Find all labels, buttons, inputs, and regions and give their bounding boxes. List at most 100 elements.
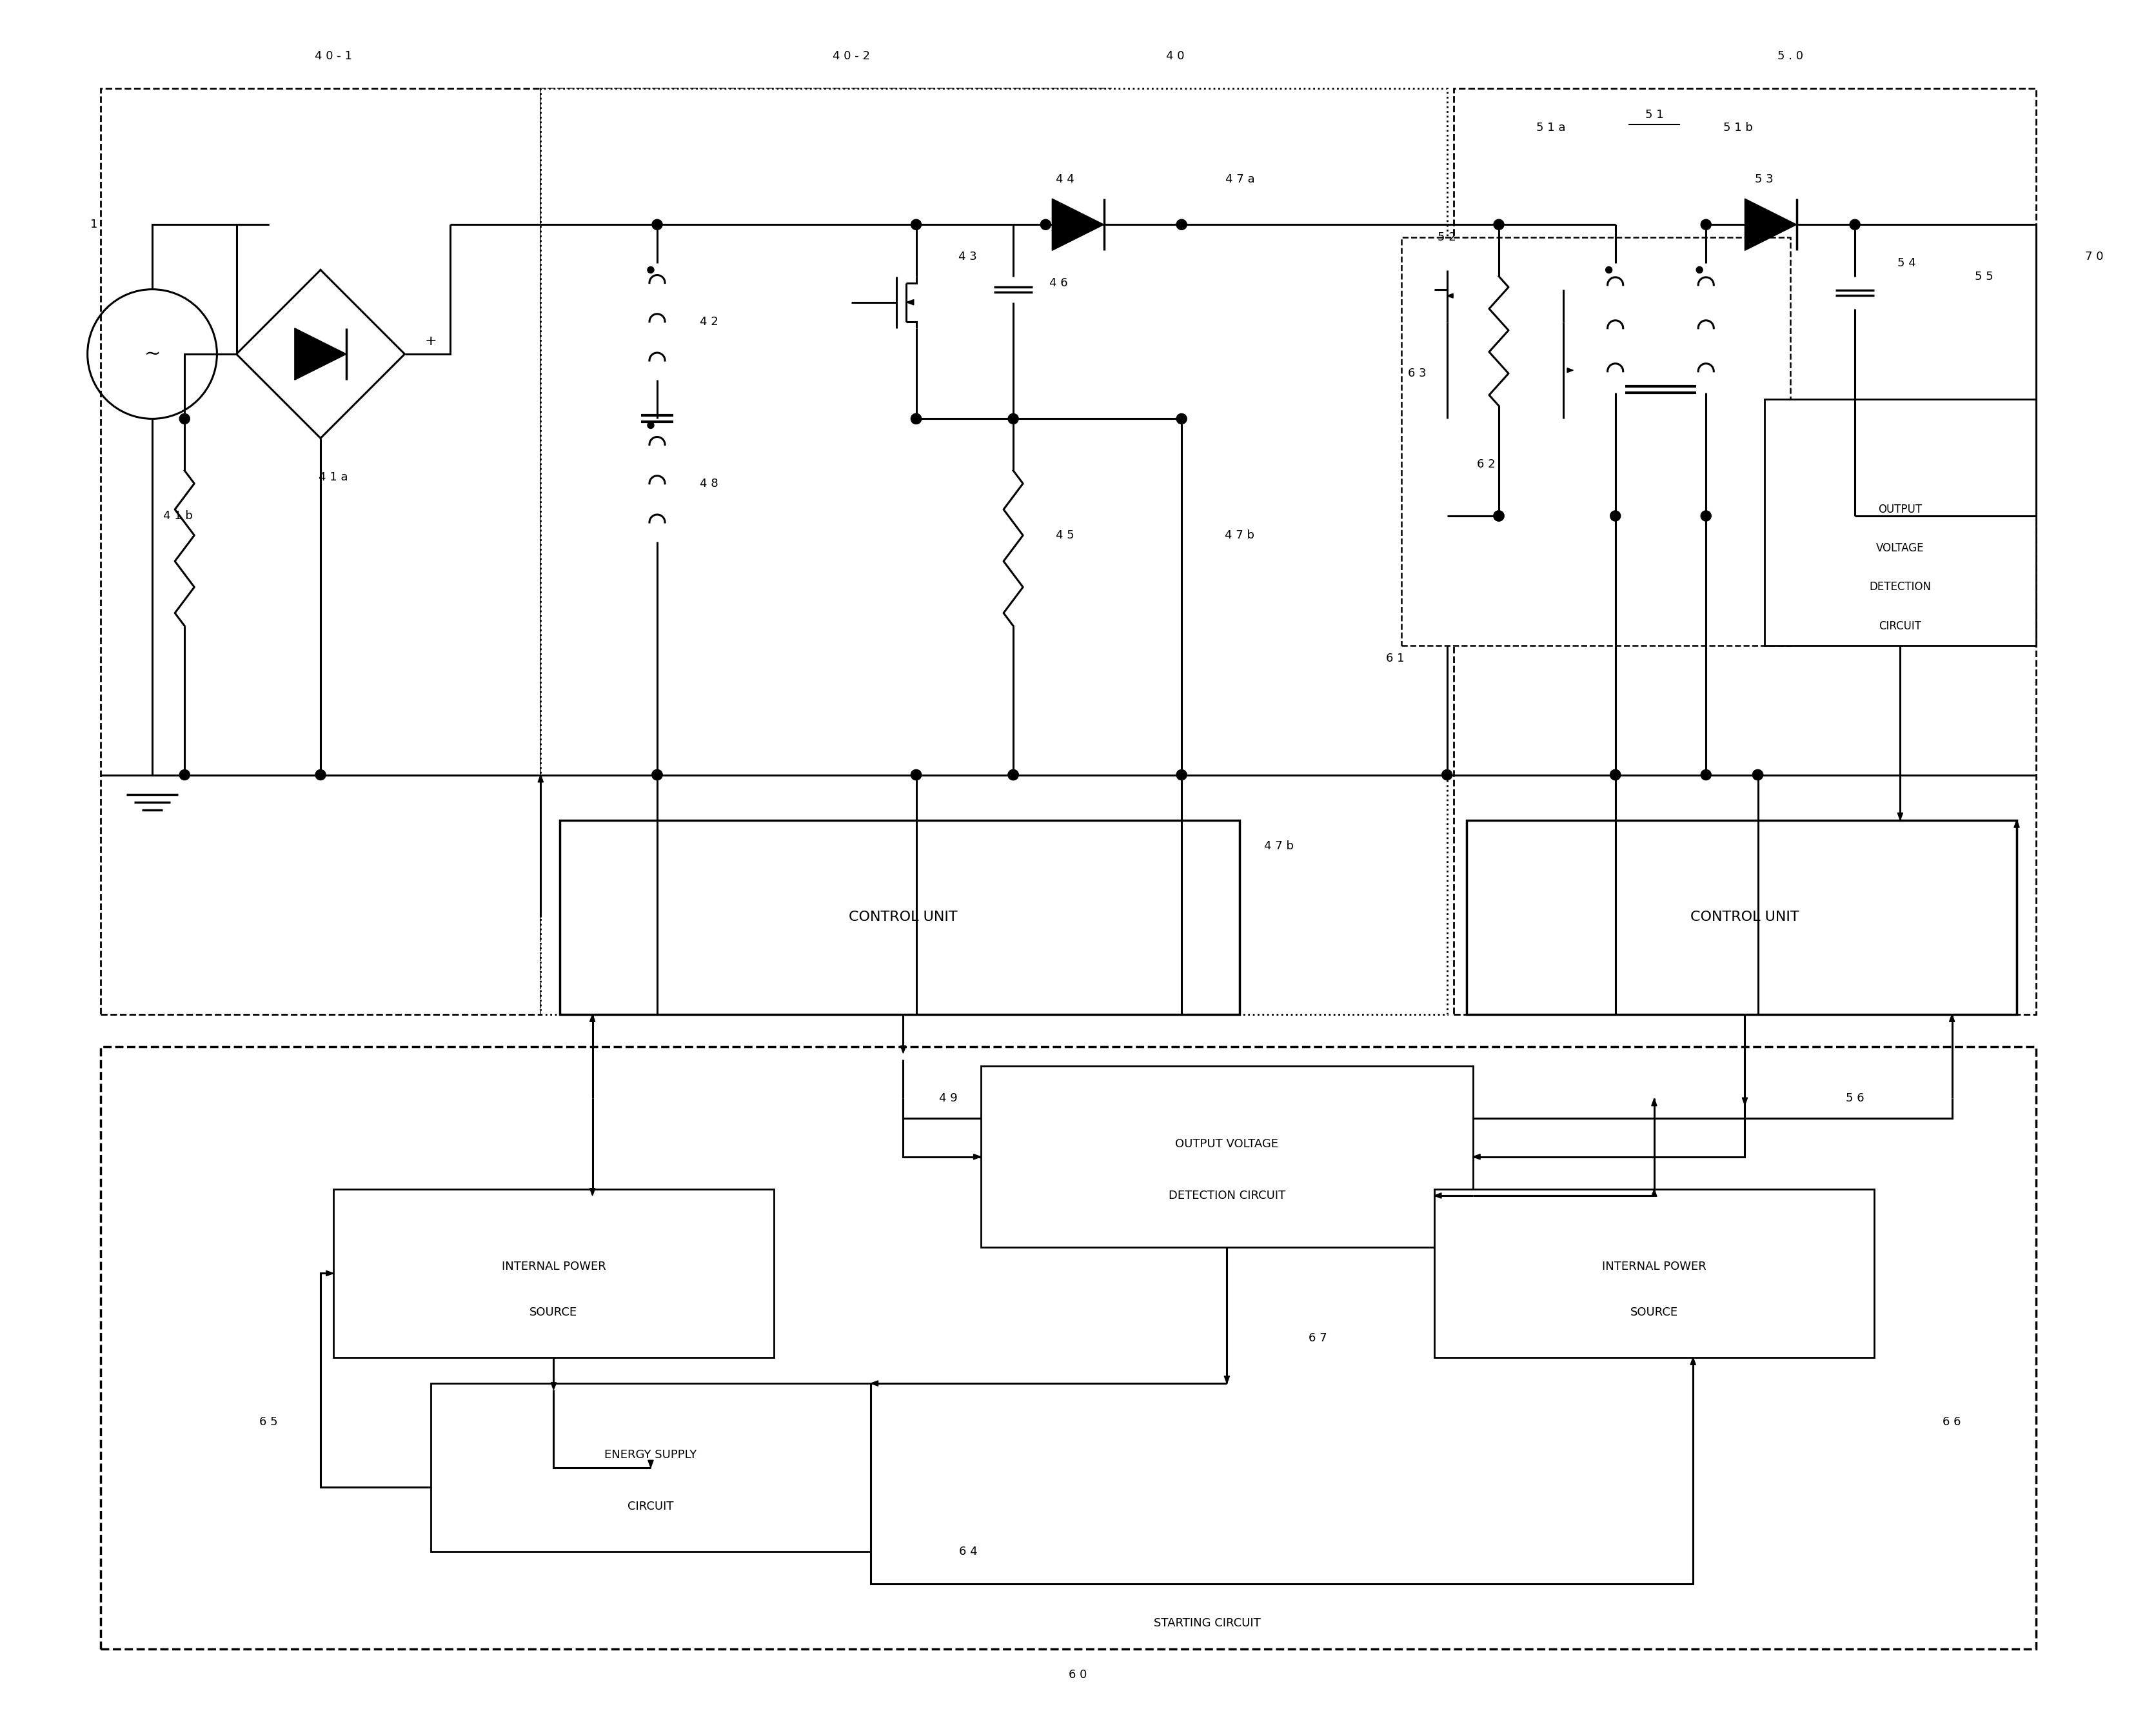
Text: 6 5: 6 5 xyxy=(259,1416,278,1428)
Polygon shape xyxy=(2014,819,2020,828)
Polygon shape xyxy=(1447,294,1453,297)
Bar xyxy=(1401,237,1789,646)
Circle shape xyxy=(1041,220,1050,230)
Polygon shape xyxy=(1052,199,1104,251)
Circle shape xyxy=(1850,220,1861,230)
Text: 6 0: 6 0 xyxy=(1069,1668,1087,1680)
Circle shape xyxy=(315,770,326,780)
Polygon shape xyxy=(1567,368,1574,373)
Text: DETECTION CIRCUIT: DETECTION CIRCUIT xyxy=(1169,1191,1285,1201)
Circle shape xyxy=(912,770,921,780)
Bar xyxy=(1764,399,2035,646)
Text: CIRCUIT: CIRCUIT xyxy=(1878,620,1921,632)
Text: 4 3: 4 3 xyxy=(959,251,977,263)
Text: 6 3: 6 3 xyxy=(1408,368,1427,380)
Text: 1: 1 xyxy=(91,218,97,230)
Polygon shape xyxy=(1434,1192,1442,1197)
Bar xyxy=(1466,819,2016,1014)
Polygon shape xyxy=(1225,1376,1229,1383)
Text: 5 4: 5 4 xyxy=(1897,258,1917,270)
Bar xyxy=(1434,1189,1874,1357)
Text: 4 1 b: 4 1 b xyxy=(164,510,192,522)
Text: CONTROL UNIT: CONTROL UNIT xyxy=(1690,911,1800,924)
Text: 4 9: 4 9 xyxy=(940,1093,957,1105)
Polygon shape xyxy=(1690,1357,1695,1364)
Circle shape xyxy=(912,220,921,230)
Text: 4 7 b: 4 7 b xyxy=(1225,529,1255,541)
Bar xyxy=(541,89,1447,1014)
Text: 4 0: 4 0 xyxy=(1166,50,1184,62)
Circle shape xyxy=(651,770,662,780)
Bar xyxy=(561,819,1240,1014)
Circle shape xyxy=(1697,266,1703,273)
Polygon shape xyxy=(906,299,914,304)
Polygon shape xyxy=(539,775,543,782)
Text: 6 4: 6 4 xyxy=(959,1546,977,1558)
Circle shape xyxy=(1701,220,1712,230)
Circle shape xyxy=(651,220,662,230)
Text: ENERGY SUPPLY: ENERGY SUPPLY xyxy=(604,1448,696,1460)
Circle shape xyxy=(1009,770,1018,780)
Text: +: + xyxy=(425,335,438,347)
Text: 5 5: 5 5 xyxy=(1975,270,1994,282)
Circle shape xyxy=(1177,770,1186,780)
Text: 5 3: 5 3 xyxy=(1755,174,1774,186)
Text: 5 1 a: 5 1 a xyxy=(1535,122,1565,134)
Text: SOURCE: SOURCE xyxy=(1630,1306,1677,1318)
Text: 4 5: 4 5 xyxy=(1056,529,1074,541)
Polygon shape xyxy=(901,1046,906,1053)
Bar xyxy=(101,1046,2035,1649)
Polygon shape xyxy=(1949,1014,1955,1022)
Text: 6 1: 6 1 xyxy=(1386,653,1404,665)
Circle shape xyxy=(1753,770,1764,780)
Circle shape xyxy=(912,770,921,780)
Text: 6 7: 6 7 xyxy=(1309,1331,1326,1343)
Polygon shape xyxy=(1744,199,1796,251)
Circle shape xyxy=(1611,510,1621,521)
Circle shape xyxy=(179,770,190,780)
Polygon shape xyxy=(1473,1154,1481,1160)
Text: 6 2: 6 2 xyxy=(1477,459,1494,471)
Circle shape xyxy=(912,414,921,424)
Circle shape xyxy=(1442,770,1453,780)
Text: VOLTAGE: VOLTAGE xyxy=(1876,543,1923,555)
Text: 5 1 b: 5 1 b xyxy=(1723,122,1753,134)
Text: 7 0: 7 0 xyxy=(2085,251,2104,263)
Polygon shape xyxy=(591,1189,595,1196)
Circle shape xyxy=(1494,510,1505,521)
Text: CIRCUIT: CIRCUIT xyxy=(627,1500,675,1512)
Circle shape xyxy=(1009,414,1018,424)
Circle shape xyxy=(1701,770,1712,780)
Text: ~: ~ xyxy=(144,345,160,364)
Circle shape xyxy=(912,414,921,424)
Text: SOURCE: SOURCE xyxy=(530,1306,578,1318)
Text: 6 6: 6 6 xyxy=(1943,1416,1962,1428)
Circle shape xyxy=(1494,510,1505,521)
Circle shape xyxy=(1177,414,1186,424)
Polygon shape xyxy=(295,328,347,380)
Bar xyxy=(981,1067,1473,1247)
Text: 4 8: 4 8 xyxy=(701,478,718,490)
Circle shape xyxy=(1611,770,1621,780)
Bar xyxy=(431,1383,871,1551)
Text: CONTROL UNIT: CONTROL UNIT xyxy=(849,911,957,924)
Text: STARTING CIRCUIT: STARTING CIRCUIT xyxy=(1153,1617,1261,1629)
Circle shape xyxy=(647,266,653,273)
Bar xyxy=(1453,89,2035,1014)
Polygon shape xyxy=(649,1460,653,1467)
Circle shape xyxy=(1009,770,1018,780)
Text: OUTPUT: OUTPUT xyxy=(1878,503,1923,515)
Text: INTERNAL POWER: INTERNAL POWER xyxy=(1602,1261,1705,1273)
Polygon shape xyxy=(552,1383,556,1390)
Polygon shape xyxy=(591,1014,595,1022)
Circle shape xyxy=(1611,770,1621,780)
Circle shape xyxy=(1701,510,1712,521)
Text: 4 4: 4 4 xyxy=(1056,174,1074,186)
Circle shape xyxy=(1753,770,1764,780)
Text: 4 7 b: 4 7 b xyxy=(1263,840,1294,852)
Text: 4 0 - 1: 4 0 - 1 xyxy=(315,50,351,62)
Polygon shape xyxy=(326,1271,334,1276)
Bar xyxy=(101,89,541,1014)
Polygon shape xyxy=(1651,1098,1656,1106)
Text: 4 0 - 2: 4 0 - 2 xyxy=(832,50,871,62)
